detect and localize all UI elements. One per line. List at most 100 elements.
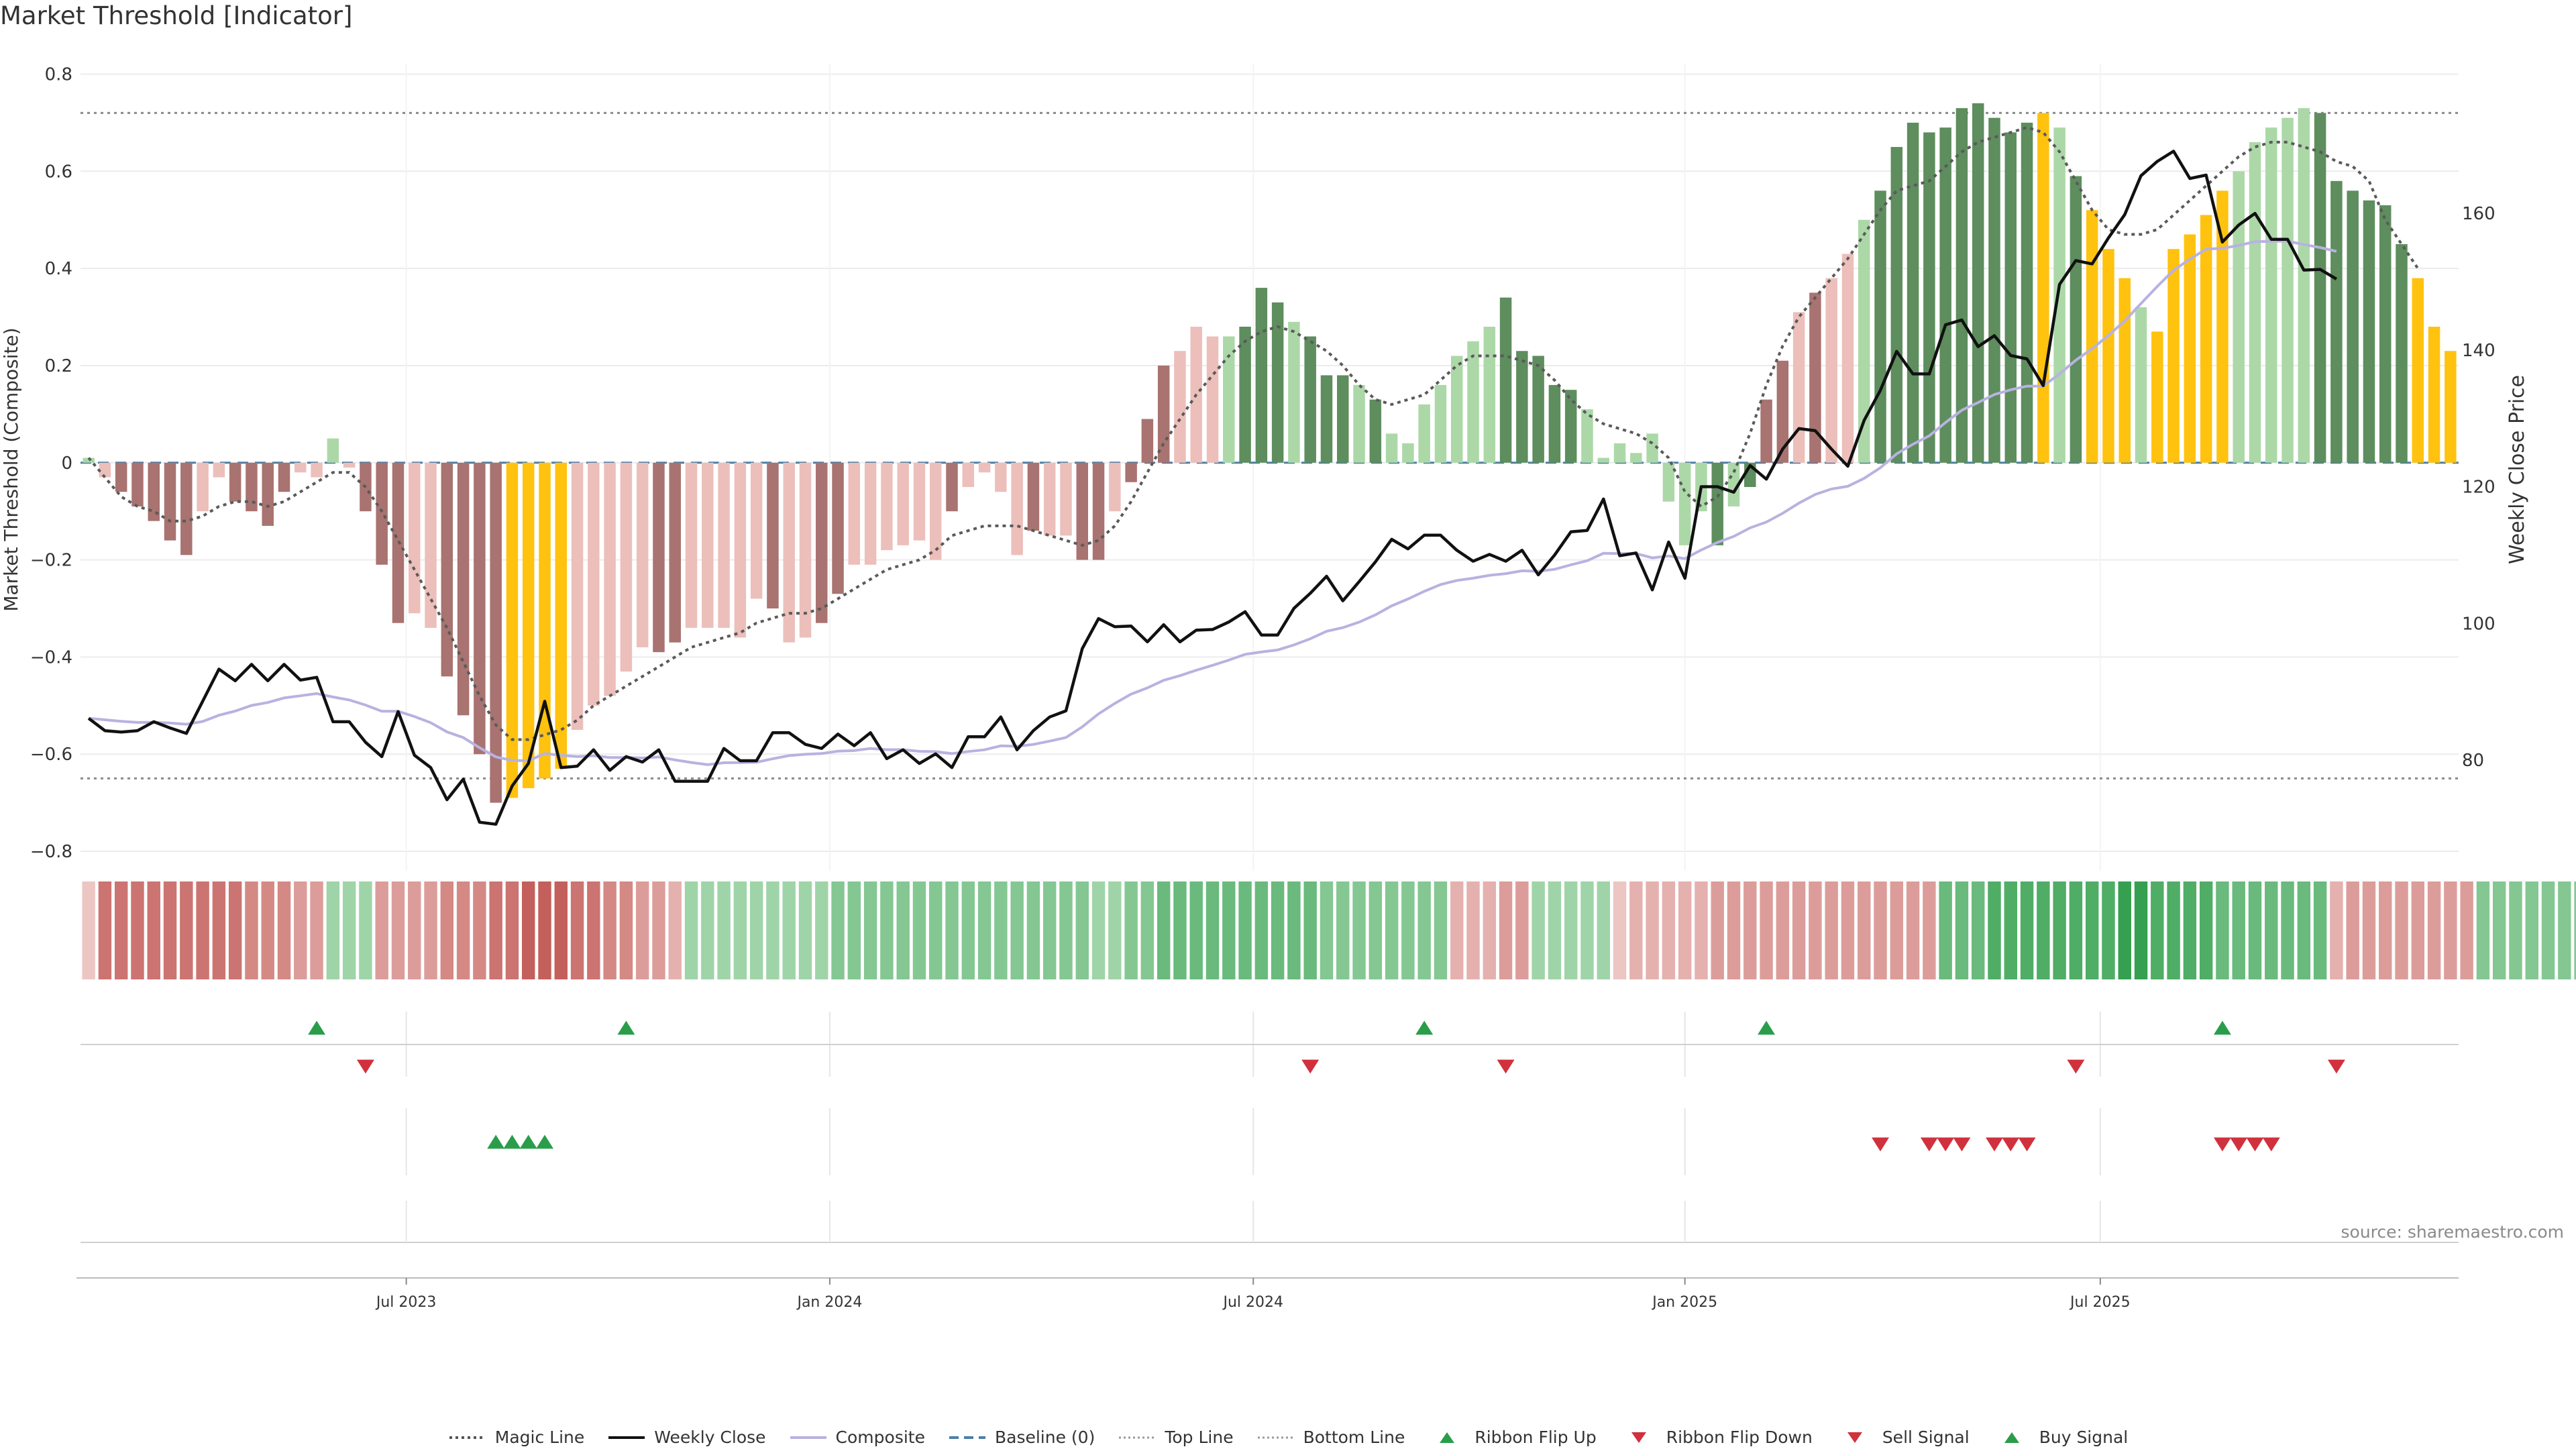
composite-bar — [946, 462, 958, 512]
composite-bar — [197, 462, 209, 512]
composite-bar — [930, 462, 942, 560]
composite-bar — [2412, 278, 2424, 463]
ribbon-cell — [1303, 881, 1317, 979]
ribbon-cell — [733, 881, 747, 979]
composite-bar — [1581, 409, 1593, 463]
ribbon-cell — [1955, 881, 1969, 979]
dotted-dark-line-icon — [448, 1431, 487, 1444]
composite-bar — [718, 462, 730, 628]
composite-bar — [604, 462, 616, 696]
x-tick-label: Jul 2025 — [2069, 1294, 2131, 1311]
ribbon-cell — [1189, 881, 1203, 979]
ribbon-flip-down-marker — [2067, 1059, 2085, 1074]
y2-axis-label: Weekly Close Price — [2506, 375, 2529, 564]
ribbon-cell — [538, 881, 551, 979]
ribbon-cell — [1091, 881, 1106, 979]
composite-bar — [1434, 384, 1447, 463]
composite-bar — [490, 462, 502, 803]
composite-bar — [164, 462, 176, 541]
ribbon-cell — [2199, 881, 2213, 979]
composite-bar — [1304, 336, 1316, 463]
y2-tick-label: 120 — [2462, 478, 2496, 498]
axes: 0.8 0.6 0.4 0.2 0 −0.2 −0.4 −0.6 −0.8 160 140 120 10… — [0, 64, 2529, 862]
ribbon-cell — [1890, 881, 1904, 979]
y-tick-label: −0.6 — [30, 745, 72, 765]
ribbon-cell — [440, 881, 454, 979]
ribbon-cell — [831, 881, 845, 979]
sell-signal-marker — [2002, 1137, 2020, 1152]
composite-bar — [2314, 113, 2326, 463]
composite-bar — [571, 462, 584, 731]
y-tick-label: 0 — [61, 453, 72, 474]
series-lines — [87, 126, 2419, 826]
red-down-triangle-icon — [1835, 1431, 1874, 1444]
composite-bar — [2298, 108, 2310, 463]
ribbon-cell — [1727, 881, 1741, 979]
legend-item: Bottom Line — [1256, 1428, 1405, 1447]
ribbon-flip-down-marker — [356, 1059, 374, 1074]
ribbon-cell — [1580, 881, 1594, 979]
composite-bar — [2086, 210, 2098, 463]
ribbon-cell — [717, 881, 731, 979]
buy-signal-marker — [487, 1134, 505, 1149]
y2-tick-label: 80 — [2462, 751, 2484, 771]
sell-signal-marker — [1953, 1137, 1971, 1152]
x-axis: Jul 2023 Jan 2024 Jul 2024 Jan 2025 Jul 2025 — [76, 1277, 2459, 1311]
composite-bar — [2396, 244, 2408, 463]
red-down-triangle-icon — [1619, 1431, 1658, 1444]
composite-bar — [848, 462, 861, 565]
ribbon-flip-down-marker — [2327, 1059, 2345, 1074]
grid-lines — [80, 64, 2459, 871]
composite-bar — [1060, 462, 1072, 536]
composite-bar — [1646, 433, 1658, 463]
composite-bar — [881, 462, 893, 551]
ribbon-cell — [2313, 881, 2327, 979]
composite-bar — [1043, 462, 1056, 536]
ribbon-strip — [82, 881, 2576, 979]
ribbon-cell — [896, 881, 910, 979]
composite-bar — [2363, 200, 2375, 463]
ribbon-cell — [847, 881, 861, 979]
composite-bar — [2037, 113, 2049, 463]
composite-bar — [1353, 384, 1365, 463]
composite-bar — [1271, 302, 1284, 463]
ribbon-cell — [2216, 881, 2229, 979]
composite-bar — [2118, 278, 2131, 463]
composite-bar — [1564, 390, 1577, 463]
ribbon-cell — [2004, 881, 2017, 979]
ribbon-cell — [701, 881, 714, 979]
ribbon-cell — [1629, 881, 1643, 979]
ribbon-flip-down-marker — [1497, 1059, 1515, 1074]
ribbon-cell — [1205, 881, 1220, 979]
composite-bar — [783, 462, 795, 643]
ribbon-cell — [2167, 881, 2180, 979]
composite-bar — [1548, 384, 1561, 463]
composite-bar — [1450, 356, 1463, 463]
ribbon-cell — [1597, 881, 1610, 979]
composite-bar — [246, 462, 258, 512]
legend-label: Ribbon Flip Down — [1666, 1428, 1813, 1447]
ribbon-cell — [1906, 881, 1920, 979]
ribbon-cell — [310, 881, 323, 979]
sell-signal-marker — [1872, 1137, 1890, 1152]
ribbon-cell — [2069, 881, 2083, 979]
ribbon-cell — [1140, 881, 1155, 979]
ribbon-cell — [2085, 881, 2099, 979]
legend-label: Baseline (0) — [994, 1428, 1095, 1447]
ribbon-cell — [2037, 881, 2050, 979]
ribbon-cell — [2330, 881, 2343, 979]
ribbon-cell — [391, 881, 405, 979]
composite-bar — [327, 438, 339, 463]
composite-bar — [1174, 351, 1186, 463]
legend-item: Ribbon Flip Up — [1428, 1428, 1597, 1447]
ribbon-cell — [489, 881, 502, 979]
composite-bar — [1874, 191, 1886, 463]
composite-bar — [1613, 443, 1626, 463]
composite-bar — [669, 462, 681, 643]
ribbon-cell — [2053, 881, 2066, 979]
composite-bar — [2249, 142, 2261, 463]
composite-bar — [1711, 462, 1723, 545]
composite-bar — [978, 462, 991, 473]
composite-bar — [1239, 327, 1251, 463]
y-tick-label: 0.8 — [45, 64, 72, 85]
